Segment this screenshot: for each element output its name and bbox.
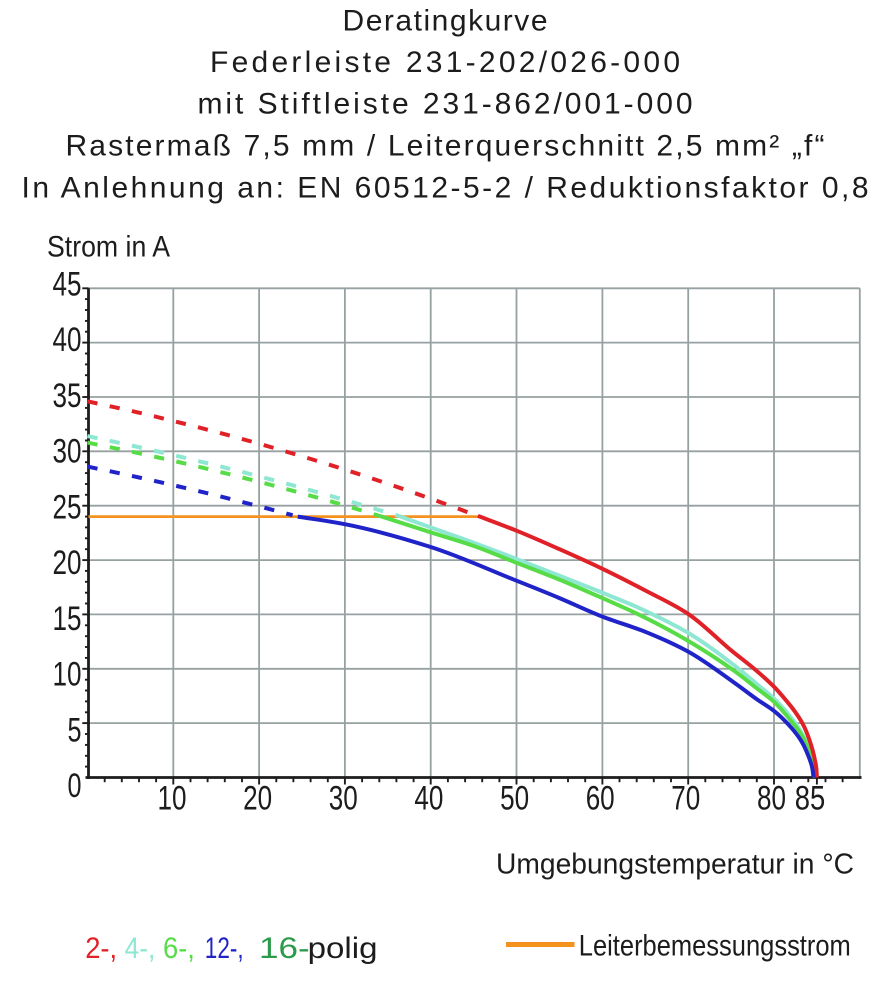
svg-text:10: 10 (53, 656, 82, 694)
svg-text:4-,: 4-, (125, 932, 156, 965)
svg-text:80: 80 (757, 780, 786, 818)
svg-text:40: 40 (414, 780, 443, 818)
svg-text:5: 5 (68, 711, 82, 749)
svg-text:16-: 16- (259, 932, 310, 965)
svg-text:40: 40 (53, 321, 82, 359)
svg-text:6-,: 6-, (163, 932, 195, 965)
svg-text:In Anlehnung an: EN 60512-5-2: In Anlehnung an: EN 60512-5-2 / Reduktio… (22, 172, 869, 205)
svg-text:70: 70 (671, 780, 700, 818)
svg-text:Strom in A: Strom in A (47, 231, 170, 264)
svg-text:12-,: 12-, (205, 932, 244, 965)
svg-text:Umgebungstemperatur in °C: Umgebungstemperatur in °C (496, 849, 854, 881)
svg-text:25: 25 (53, 488, 82, 526)
svg-text:30: 30 (329, 780, 358, 818)
svg-text:10: 10 (158, 780, 187, 818)
svg-text:35: 35 (53, 377, 82, 415)
svg-text:0: 0 (68, 767, 82, 805)
svg-text:85: 85 (795, 780, 826, 818)
svg-text:polig: polig (308, 932, 378, 965)
svg-text:20: 20 (243, 780, 272, 818)
svg-text:Leiterbemessungsstrom: Leiterbemessungsstrom (579, 930, 851, 963)
svg-text:30: 30 (53, 433, 82, 471)
svg-text:Deratingkurve: Deratingkurve (343, 4, 548, 37)
svg-text:mit Stiftleiste 231-862/001-00: mit Stiftleiste 231-862/001-000 (198, 88, 693, 121)
svg-text:50: 50 (500, 780, 529, 818)
svg-text:45: 45 (53, 265, 82, 303)
svg-text:20: 20 (53, 544, 82, 582)
svg-text:2-,: 2-, (85, 932, 117, 965)
svg-text:Federleiste 231-202/026-000: Federleiste 231-202/026-000 (210, 46, 680, 79)
svg-text:60: 60 (586, 780, 615, 818)
svg-text:15: 15 (53, 600, 82, 638)
svg-text:Rastermaß 7,5 mm / Leiterquers: Rastermaß 7,5 mm / Leiterquerschnitt 2,5… (66, 130, 825, 163)
